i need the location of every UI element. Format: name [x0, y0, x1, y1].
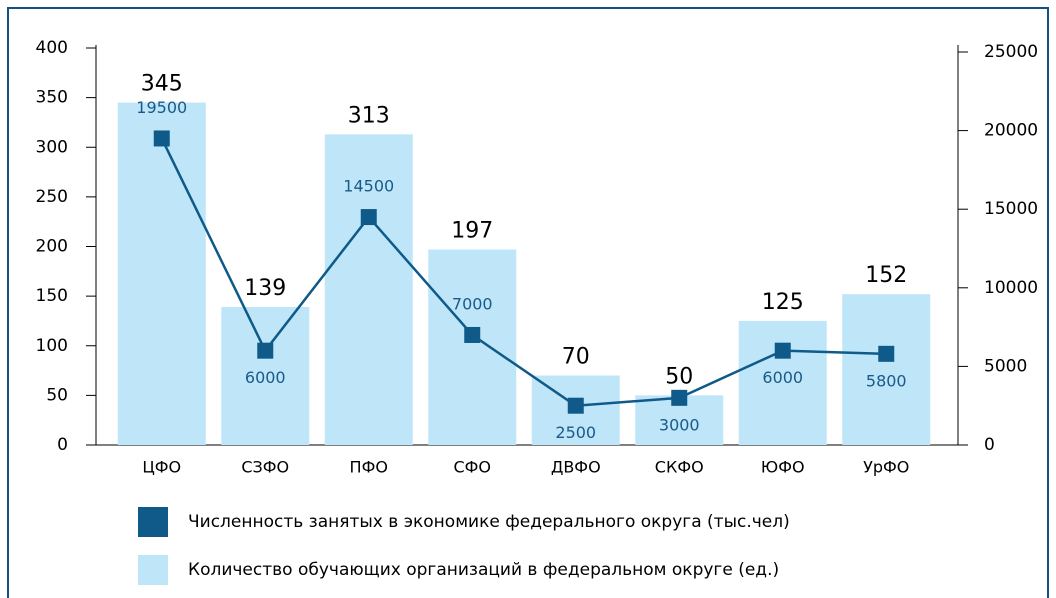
bar-value-label: 70: [562, 345, 590, 370]
line-value-label: 19500: [136, 98, 187, 117]
line-marker: [878, 345, 895, 362]
y-tick-label: 250: [36, 187, 68, 207]
bar-value-label: 125: [762, 290, 804, 315]
y-tick-label: 300: [36, 137, 68, 157]
x-tick-label: ЮФО: [761, 458, 805, 477]
bar-value-label: 345: [141, 72, 183, 97]
y-tick-label: 0: [57, 435, 68, 455]
legend-label: Численность занятых в экономике федераль…: [188, 512, 790, 532]
line-marker: [774, 342, 791, 359]
y-tick-label: 400: [36, 38, 68, 58]
bar: [117, 102, 206, 446]
y2-tick-label: 0: [984, 435, 995, 455]
y2-tick-label: 10000: [984, 278, 1038, 298]
x-tick-label: СЗФО: [241, 458, 289, 477]
line-marker: [360, 209, 377, 226]
bar: [221, 307, 310, 445]
x-tick-label: СФО: [453, 458, 491, 477]
bar: [842, 294, 931, 445]
line-marker: [153, 130, 170, 147]
y-tick-label: 50: [46, 385, 68, 405]
line-value-label: 7000: [452, 294, 493, 313]
y2-tick-label: 15000: [984, 199, 1038, 219]
legend-label: Количество обучающих организаций в федер…: [188, 560, 779, 580]
bar-value-label: 139: [244, 276, 286, 301]
x-tick-label: СКФО: [655, 458, 704, 477]
y-tick-label: 200: [36, 237, 68, 257]
bar: [738, 320, 827, 445]
x-tick-label: ДВФО: [551, 458, 601, 477]
y2-tick-label: 5000: [984, 356, 1027, 376]
bar-value-label: 313: [348, 103, 390, 128]
x-tick-label: ЦФО: [142, 458, 181, 477]
x-tick-label: ПФО: [350, 458, 388, 477]
line-value-label: 6000: [245, 368, 286, 387]
line-value-label: 5800: [866, 371, 907, 390]
y-tick-label: 350: [36, 88, 68, 108]
line-value-label: 3000: [659, 415, 700, 434]
line-value-label: 6000: [762, 368, 803, 387]
frame: [7, 7, 1049, 598]
y-tick-label: 100: [36, 336, 68, 356]
bar: [324, 134, 413, 445]
legend-swatch: [138, 555, 168, 585]
y2-tick-label: 20000: [984, 121, 1038, 141]
bar: [428, 249, 517, 445]
line-value-label: 2500: [555, 423, 596, 442]
bar-value-label: 152: [865, 263, 907, 288]
x-tick-label: УрФО: [863, 458, 909, 477]
line-marker: [671, 389, 688, 406]
bar-value-label: 197: [451, 218, 493, 243]
line: [160, 137, 887, 407]
legend-swatch: [138, 507, 168, 537]
line-value-label: 14500: [343, 177, 394, 196]
line-marker: [567, 397, 584, 414]
line-marker: [257, 342, 274, 359]
y-tick-label: 150: [36, 286, 68, 306]
bar-value-label: 50: [665, 364, 693, 389]
line-marker: [464, 326, 481, 343]
y2-tick-label: 25000: [984, 42, 1038, 62]
